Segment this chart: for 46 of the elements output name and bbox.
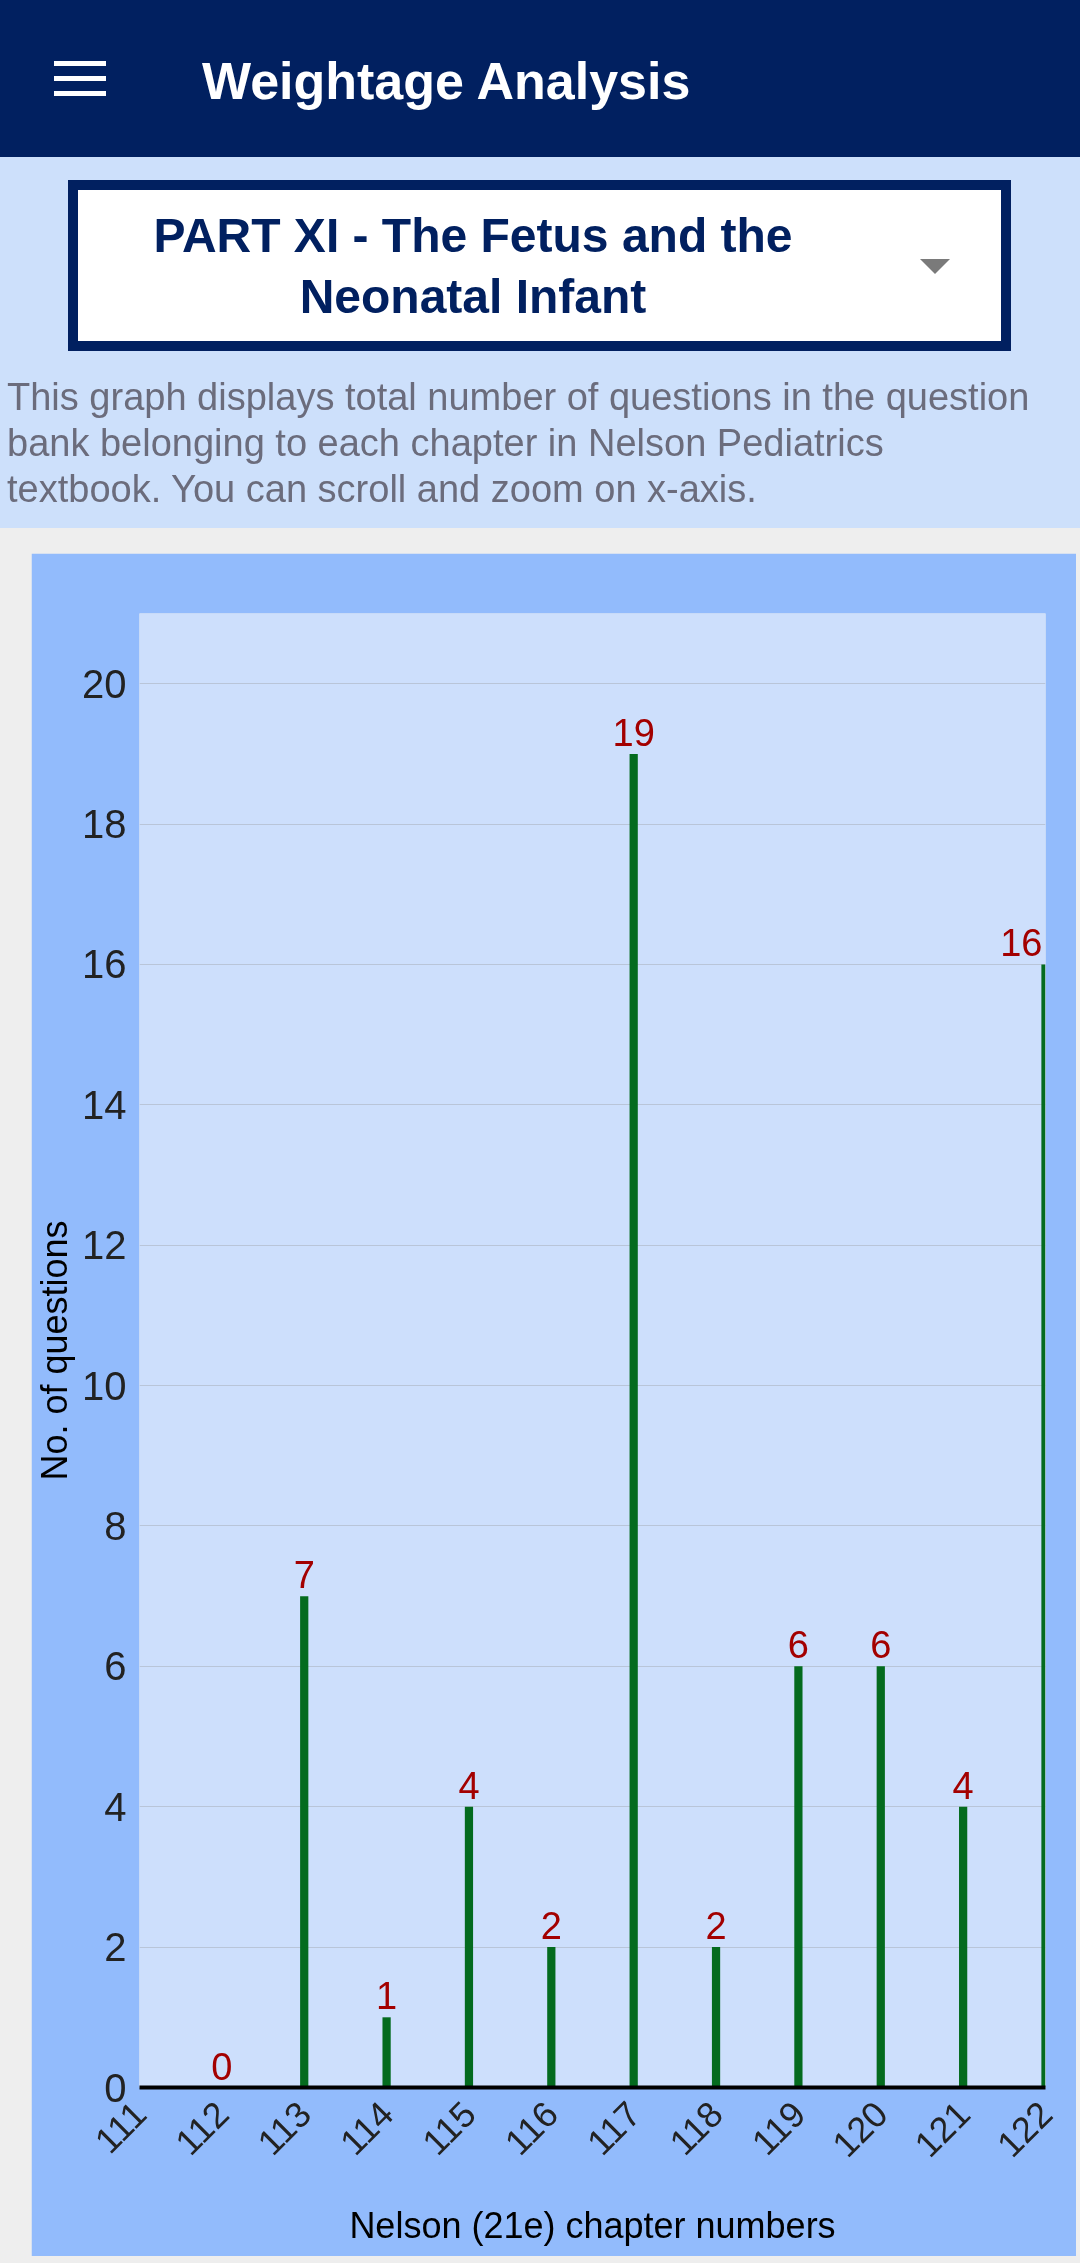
- x-tick-label: 115: [414, 2093, 484, 2163]
- x-tick-label: 118: [661, 2093, 731, 2163]
- y-tick-label: 20: [82, 661, 127, 706]
- data-label: 19: [612, 711, 655, 754]
- y-axis-title: No. of questions: [34, 1220, 76, 1481]
- data-label: 6: [870, 1624, 892, 1667]
- text: This graph displays total number of questions in the question bank belonging to each chapter in Nelson Pediatrics textbook. You can scroll and zoom on x-axis.: [7, 375, 1031, 512]
- y-tick-label: 14: [82, 1082, 127, 1127]
- bar: [547, 1947, 556, 2088]
- bar: [711, 1947, 721, 2088]
- x-tick-label: 112: [167, 2093, 237, 2163]
- data-label: 1: [376, 1975, 398, 2018]
- bar: [959, 1806, 968, 2088]
- bar: [382, 2017, 391, 2088]
- data-label: 2: [705, 1905, 727, 1948]
- bar: [300, 1596, 309, 2088]
- x-tick-label: 114: [331, 2093, 402, 2163]
- y-tick-label: 2: [104, 1925, 127, 1970]
- data-label: 0: [211, 2045, 233, 2088]
- bar: [876, 1666, 885, 2088]
- x-tick-label: 119: [743, 2093, 814, 2163]
- y-tick-label: 12: [82, 1223, 127, 1268]
- y-tick-label: 16: [82, 942, 127, 987]
- y-tick-label: 10: [82, 1363, 127, 1408]
- x-tick-label: 116: [496, 2093, 567, 2163]
- y-tick-label: 6: [104, 1644, 127, 1689]
- y-tick-label: 18: [82, 802, 127, 847]
- data-label: 4: [952, 1764, 974, 1807]
- bar: [464, 1806, 474, 2088]
- x-tick-label: 121: [906, 2093, 978, 2165]
- x-tick-label: 122: [988, 2093, 1061, 2165]
- chart-title: Weightage Analysis: [202, 51, 691, 112]
- chart-subtitle: PART XI - The Fetus and the Neonatal Infant: [152, 207, 794, 325]
- y-tick-label: 4: [104, 1784, 127, 1829]
- data-label: 4: [458, 1764, 480, 1807]
- x-tick-label: 120: [824, 2093, 896, 2165]
- y-tick-label: 8: [104, 1503, 127, 1548]
- data-label: 6: [787, 1624, 809, 1667]
- x-axis-title: Nelson (21e) chapter numbers: [349, 2205, 836, 2247]
- data-label: 16: [1000, 922, 1043, 965]
- data-label: 7: [293, 1554, 315, 1597]
- data-label: 2: [540, 1905, 562, 1948]
- x-tick-label: 117: [578, 2093, 649, 2163]
- bar: [794, 1666, 803, 2088]
- bar: [629, 753, 638, 2088]
- x-tick-label: 113: [249, 2093, 320, 2163]
